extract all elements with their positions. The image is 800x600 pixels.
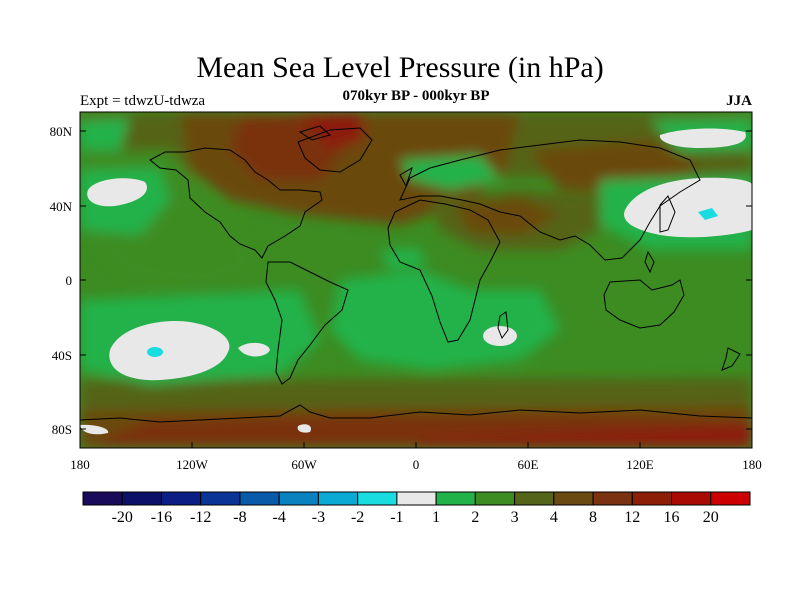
coastlines <box>80 125 752 423</box>
colorbar-label: 4 <box>550 509 558 526</box>
lat-tick-label: 40N <box>50 199 73 214</box>
colorbar-swatch <box>671 491 712 506</box>
longitude-axis: 180 120W 60W 0 60E 120E 180 <box>70 442 762 472</box>
colorbar-swatch <box>121 491 162 506</box>
colorbar-label: 2 <box>471 509 479 526</box>
colorbar-swatch <box>200 491 241 506</box>
colorbar-label: -3 <box>312 509 325 526</box>
colorbar-swatch <box>592 491 633 506</box>
colorbar-label: -20 <box>112 509 133 526</box>
chart-title: Mean Sea Level Pressure (in hPa) <box>196 51 604 84</box>
colorbar-label: 1 <box>432 509 440 526</box>
lon-tick-label: 60E <box>518 457 539 472</box>
colorbar-swatch <box>396 491 437 506</box>
latitude-axis: 80N 40N 0 40S 80S <box>50 124 752 437</box>
colorbar-label: -2 <box>351 509 364 526</box>
colorbar-swatch <box>435 491 476 506</box>
pressure-field <box>80 112 752 448</box>
colorbar-label: 8 <box>589 509 597 526</box>
colorbar-swatch <box>357 491 398 506</box>
colorbar-swatch <box>553 491 594 506</box>
lat-tick-label: 40S <box>52 348 72 363</box>
chart-subtitle: 070kyr BP - 000kyr BP <box>342 88 490 104</box>
colorbar-swatch <box>474 491 516 506</box>
season-label: JJA <box>726 93 752 109</box>
lon-tick-label: 180 <box>742 457 762 472</box>
lon-tick-label: 180 <box>70 457 90 472</box>
colorbar: -20 -16 -12 -8 -4 -3 -2 -1 1 2 3 4 8 12 16 20 <box>82 491 751 526</box>
lon-tick-label: 0 <box>413 457 420 472</box>
lat-tick-label: 80S <box>52 422 72 437</box>
lon-tick-label: 120E <box>626 457 654 472</box>
colorbar-label: -1 <box>390 509 403 526</box>
colorbar-swatch <box>710 491 751 506</box>
colorbar-swatch <box>514 491 555 506</box>
colorbar-swatch <box>239 491 280 506</box>
colorbar-swatch <box>631 491 673 506</box>
colorbar-swatch <box>160 491 202 506</box>
lon-tick-label: 60W <box>291 457 317 472</box>
colorbar-swatch <box>317 491 359 506</box>
lon-tick-label: 120W <box>176 457 209 472</box>
colorbar-swatch <box>278 491 319 506</box>
colorbar-label: 16 <box>664 509 680 526</box>
colorbar-swatch <box>82 491 123 506</box>
colorbar-label: 20 <box>703 509 719 526</box>
colorbar-label: 3 <box>511 509 519 526</box>
colorbar-label: -12 <box>190 509 211 526</box>
colorbar-label: -8 <box>233 509 246 526</box>
colorbar-label: -4 <box>273 509 286 526</box>
experiment-label: Expt = tdwzU-tdwza <box>80 93 206 109</box>
lat-tick-label: 0 <box>66 273 73 288</box>
colorbar-label: 12 <box>624 509 640 526</box>
lat-tick-label: 80N <box>50 124 73 139</box>
colorbar-label: -16 <box>151 509 172 526</box>
